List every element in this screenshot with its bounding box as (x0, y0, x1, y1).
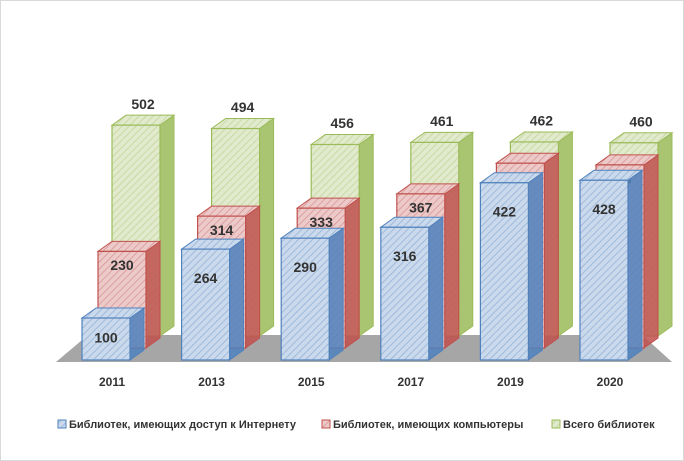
value-label: 462 (530, 113, 554, 129)
x-tick-label: 2015 (298, 375, 325, 389)
bar-side (543, 152, 559, 349)
x-tick-label: 2011 (99, 375, 125, 389)
bar-side (627, 169, 643, 361)
bar-side (428, 216, 444, 361)
x-tick-label: 2017 (397, 375, 424, 389)
value-label: 316 (393, 248, 417, 264)
bar (380, 226, 430, 361)
value-label: 367 (409, 200, 433, 216)
bar-side (643, 153, 659, 349)
bar (280, 237, 330, 361)
value-label: 461 (430, 113, 454, 129)
legend-label: Библиотек, имеющих доступ к Интернету (69, 419, 297, 431)
bar (579, 179, 629, 361)
bar (81, 317, 131, 361)
bar-side (145, 240, 161, 349)
value-label: 314 (210, 222, 234, 238)
value-label: 264 (194, 270, 218, 286)
value-label: 502 (131, 96, 155, 112)
bar-side (259, 117, 275, 337)
bar-side (229, 238, 245, 361)
bar-side (444, 182, 460, 349)
bar-side (159, 114, 175, 337)
x-tick-label: 2013 (198, 375, 225, 389)
value-label: 333 (310, 214, 334, 230)
value-label: 230 (110, 257, 134, 273)
legend-swatch (321, 419, 331, 429)
legend-label: Всего библиотек (563, 419, 655, 431)
legend-swatch (57, 419, 67, 429)
value-label: 422 (493, 203, 517, 219)
value-label: 428 (592, 201, 616, 217)
x-tick-label: 2019 (497, 375, 524, 389)
x-tick-label: 2020 (597, 375, 624, 389)
bar-side (458, 131, 474, 337)
legend-label: Библиотек, имеющих компьютеры (333, 419, 523, 431)
bar-side (245, 205, 261, 349)
bar (181, 248, 231, 361)
bar (479, 182, 529, 361)
bar-side (527, 171, 543, 361)
value-label: 290 (294, 259, 318, 275)
value-label: 460 (629, 114, 653, 130)
bar-side (344, 197, 360, 349)
bar-side (358, 133, 374, 337)
bar-side (657, 131, 673, 337)
value-label: 494 (231, 99, 255, 115)
bar-side (328, 227, 344, 361)
bar-side (557, 130, 573, 337)
value-label: 456 (331, 115, 355, 131)
value-label: 100 (94, 330, 118, 346)
legend-swatch (551, 419, 561, 429)
